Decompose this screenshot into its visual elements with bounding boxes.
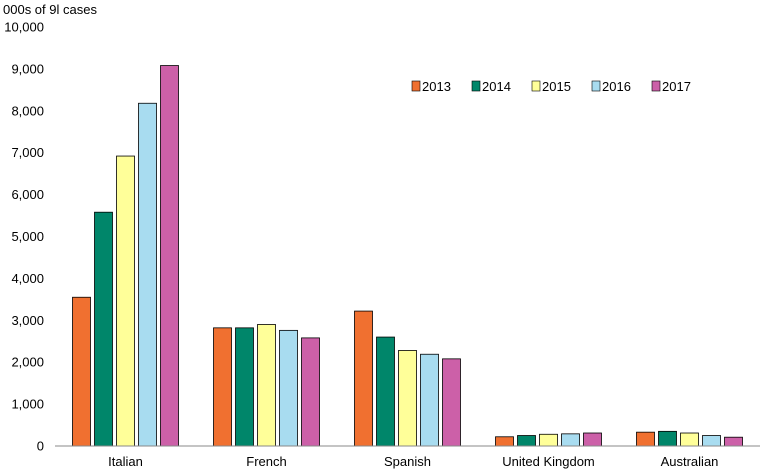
y-tick-label: 9,000	[11, 61, 44, 76]
legend-swatch	[471, 80, 481, 92]
x-tick-label: Italian	[108, 454, 143, 469]
bar-2014-italian	[94, 211, 113, 447]
x-tick-label: French	[246, 454, 286, 469]
y-tick-label: 2,000	[11, 355, 44, 370]
bar-2016-italian	[138, 102, 157, 447]
legend-swatch	[591, 80, 601, 92]
bar-2016-spanish	[420, 353, 439, 447]
bar-2014-spanish	[376, 336, 395, 447]
y-tick-label: 1,000	[11, 397, 44, 412]
y-axis-title: 000s of 9l cases	[3, 2, 97, 17]
legend-swatch	[531, 80, 541, 92]
y-tick-label: 10,000	[4, 20, 44, 35]
bar-2016-united-kingdom	[561, 433, 580, 447]
bar-2014-australian	[658, 430, 677, 447]
x-tick-label: United Kingdom	[502, 454, 595, 469]
x-tick-label: Australian	[661, 454, 719, 469]
x-tick-label: Spanish	[384, 454, 431, 469]
legend-label: 2016	[602, 79, 631, 94]
legend-label: 2013	[422, 79, 451, 94]
y-tick-label: 6,000	[11, 187, 44, 202]
bar-2013-united-kingdom	[495, 436, 514, 447]
bar-2014-french	[235, 327, 254, 447]
legend-label: 2017	[662, 79, 691, 94]
legend-swatch	[411, 80, 421, 92]
y-tick-label: 7,000	[11, 145, 44, 160]
bars-group	[72, 65, 743, 447]
y-tick-label: 8,000	[11, 103, 44, 118]
y-tick-label: 4,000	[11, 271, 44, 286]
bar-2017-australian	[724, 436, 743, 447]
bar-2015-united-kingdom	[539, 433, 558, 447]
bar-2017-french	[301, 337, 320, 447]
bar-2015-italian	[116, 155, 135, 447]
x-axis-labels: Italian French Spanish United Kingdom Austra…	[108, 454, 718, 469]
legend: 2013 2014 2015 2016 2017	[411, 79, 691, 94]
bar-2014-united-kingdom	[517, 435, 536, 447]
bar-2016-french	[279, 329, 298, 447]
bar-2015-australian	[680, 432, 699, 447]
y-tick-label: 0	[37, 439, 44, 454]
legend-label: 2015	[542, 79, 571, 94]
y-axis-ticks: 0 1,000 2,000 3,000 4,000 5,000 6,000 7,000 8,00…	[4, 20, 44, 454]
legend-swatch	[651, 80, 661, 92]
bar-2013-australian	[636, 431, 655, 447]
bar-2013-spanish	[354, 310, 373, 447]
bar-2017-united-kingdom	[583, 432, 602, 447]
y-tick-label: 3,000	[11, 313, 44, 328]
bar-2015-french	[257, 324, 276, 447]
bar-2013-french	[213, 327, 232, 447]
bar-2017-spanish	[442, 358, 461, 447]
legend-label: 2014	[482, 79, 511, 94]
y-tick-label: 5,000	[11, 229, 44, 244]
bar-2013-italian	[72, 296, 91, 447]
bar-2017-italian	[160, 65, 179, 447]
bar-2015-spanish	[398, 350, 417, 447]
bar-2016-australian	[702, 435, 721, 447]
